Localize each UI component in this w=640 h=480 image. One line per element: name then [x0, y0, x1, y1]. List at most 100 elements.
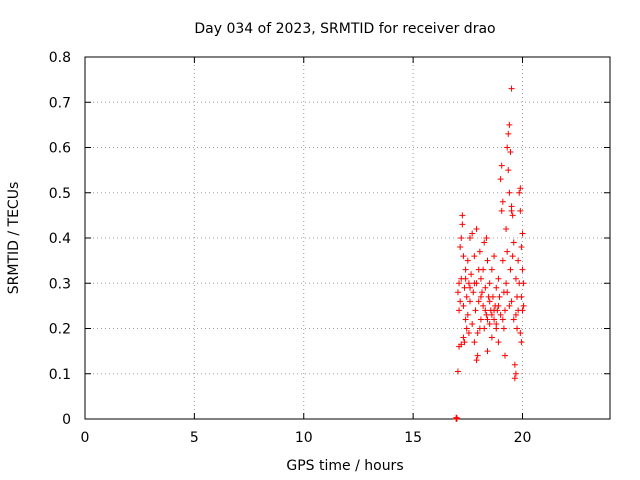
- data-point: [519, 307, 526, 314]
- data-point: [457, 244, 464, 251]
- y-tick-label: 0.2: [49, 322, 71, 338]
- data-point: [471, 280, 478, 287]
- data-point: [491, 316, 498, 323]
- y-tick-label: 0.7: [49, 95, 71, 111]
- data-point: [461, 339, 468, 346]
- data-point: [508, 207, 515, 214]
- data-point: [495, 339, 502, 346]
- x-tick-label: 15: [404, 430, 422, 446]
- data-point: [507, 266, 514, 273]
- data-point: [508, 298, 515, 305]
- data-point: [503, 225, 510, 232]
- data-point: [500, 325, 507, 332]
- data-point: [512, 275, 519, 282]
- y-tick-label: 0.1: [49, 367, 71, 383]
- data-point: [509, 253, 516, 260]
- y-tick-label: 0.5: [49, 186, 71, 202]
- y-tick-label: 0.3: [49, 276, 71, 292]
- data-point: [468, 271, 475, 278]
- data-point: [498, 162, 505, 169]
- y-tick-label: 0: [62, 412, 71, 428]
- data-point: [463, 293, 470, 300]
- data-point: [482, 307, 489, 314]
- data-point: [469, 230, 476, 237]
- data-point: [483, 235, 490, 241]
- data-points: [453, 85, 527, 422]
- data-point: [512, 311, 519, 318]
- data-point: [479, 289, 486, 296]
- data-point: [486, 298, 493, 305]
- data-point: [495, 275, 502, 282]
- data-point: [488, 266, 495, 273]
- y-tick-label: 0.8: [49, 50, 71, 66]
- data-point: [517, 207, 524, 214]
- data-point: [502, 352, 508, 359]
- plot-frame: [84, 56, 611, 420]
- y-axis-label: SRMTID / TECUs: [6, 182, 22, 295]
- y-tick-label: 0.4: [49, 231, 71, 247]
- data-point: [493, 284, 500, 291]
- x-axis-label: GPS time / hours: [286, 458, 403, 474]
- data-point: [502, 307, 508, 314]
- data-point: [477, 293, 484, 300]
- data-point: [488, 311, 495, 318]
- data-point: [475, 298, 482, 305]
- data-point: [484, 257, 491, 264]
- data-point: [467, 298, 473, 305]
- data-point: [464, 257, 471, 264]
- data-point: [454, 289, 461, 296]
- data-point: [459, 221, 466, 228]
- data-point: [481, 239, 488, 246]
- data-point: [519, 230, 526, 237]
- data-point: [462, 266, 469, 273]
- x-axis-ticks: 0 5 10 15 20: [81, 57, 531, 446]
- data-point: [510, 316, 517, 323]
- data-point: [461, 284, 468, 291]
- data-point: [506, 189, 513, 196]
- y-axis-ticks: 0 0.1 0.2 0.3 0.4 0.5 0.6 0.7 0.8: [49, 50, 610, 428]
- data-point: [512, 370, 519, 377]
- data-point: [507, 149, 514, 156]
- data-point: [460, 253, 467, 260]
- data-point: [499, 257, 506, 264]
- x-tick-label: 10: [295, 430, 313, 446]
- data-point: [484, 348, 491, 355]
- data-point: [483, 311, 490, 318]
- data-point: [477, 316, 484, 323]
- data-point: [473, 225, 480, 232]
- data-point: [518, 339, 525, 346]
- data-point: [504, 289, 511, 296]
- data-point: [517, 330, 524, 337]
- data-point: [520, 280, 527, 287]
- data-point: [503, 280, 510, 287]
- data-point: [470, 289, 477, 296]
- data-point: [515, 257, 522, 264]
- data-point: [489, 293, 496, 300]
- data-point: [453, 415, 460, 422]
- data-point: [467, 235, 473, 241]
- data-point: [471, 253, 478, 260]
- x-tick-label: 0: [81, 430, 90, 446]
- data-point: [477, 275, 484, 282]
- data-point: [456, 280, 463, 287]
- data-point: [482, 284, 489, 291]
- data-point: [499, 316, 506, 323]
- data-point: [516, 189, 523, 196]
- y-tick-label: 0.6: [49, 141, 71, 157]
- data-point: [491, 307, 498, 314]
- data-point: [462, 275, 469, 282]
- data-point: [499, 198, 506, 205]
- data-point: [488, 334, 495, 341]
- data-point: [459, 212, 466, 219]
- data-point: [460, 302, 467, 309]
- data-point: [458, 341, 465, 348]
- data-point: [471, 339, 478, 346]
- data-point: [491, 253, 498, 260]
- x-tick-label: 5: [190, 430, 199, 446]
- data-point: [464, 311, 471, 318]
- data-point: [508, 85, 515, 92]
- data-point: [506, 121, 513, 128]
- data-point: [474, 352, 481, 359]
- data-point: [457, 298, 464, 305]
